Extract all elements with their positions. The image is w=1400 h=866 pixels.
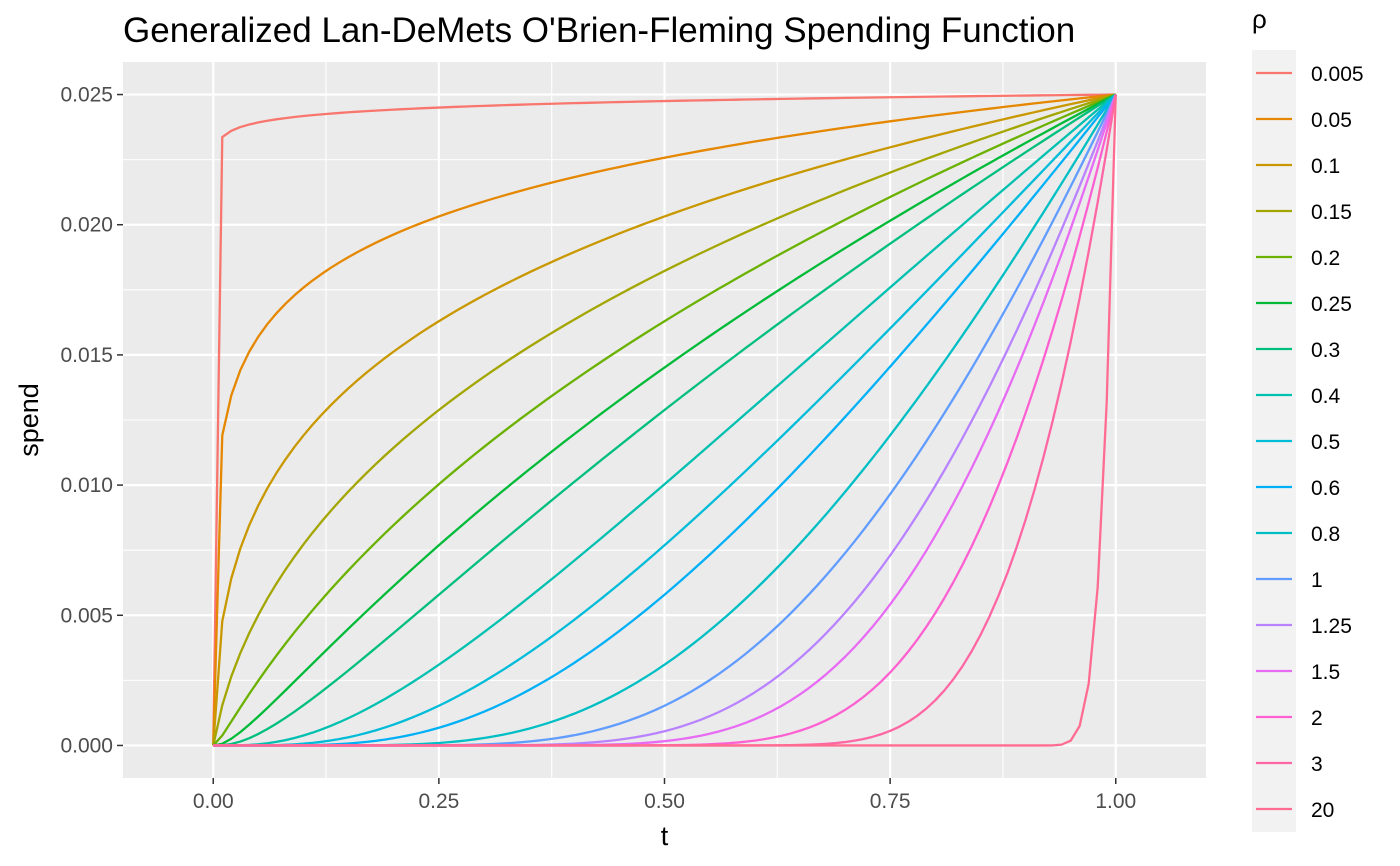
y-axis-title: spend (14, 383, 44, 457)
legend-title: ρ (1252, 4, 1267, 34)
legend-label: 0.5 (1311, 431, 1340, 454)
series-line-0_2 (212, 93, 1117, 747)
y-tick-label: 0.020 (60, 214, 113, 237)
series-line-0_005 (212, 93, 1116, 746)
x-tick-label: 0.00 (193, 790, 234, 813)
series-line-20 (213, 94, 1117, 747)
series-line-0_4 (213, 93, 1117, 747)
y-tick-label: 0.005 (60, 604, 113, 627)
y-tick-label: 0.000 (60, 734, 113, 757)
legend-label: 0.2 (1311, 247, 1340, 270)
x-tick-label: 0.25 (418, 790, 459, 813)
x-axis-title: t (661, 821, 669, 851)
legend-label: 0.8 (1311, 523, 1340, 546)
series-line-0_15 (212, 93, 1117, 746)
legend-label: 0.15 (1311, 201, 1352, 224)
legend-label: 0.005 (1311, 63, 1364, 86)
series-line-0_3 (213, 93, 1117, 747)
legend-label: 20 (1311, 799, 1334, 822)
chart-title: Generalized Lan-DeMets O'Brien-Fleming S… (123, 11, 1075, 50)
series-line-0_6 (213, 93, 1117, 747)
legend-label: 1 (1311, 569, 1323, 592)
series-line-0_05 (212, 93, 1116, 746)
legend-label: 1.5 (1311, 661, 1340, 684)
legend-label: 2 (1311, 707, 1323, 730)
series-lines (212, 93, 1117, 747)
y-tick-label: 0.025 (60, 84, 113, 107)
legend-label: 0.3 (1311, 339, 1340, 362)
y-axis: 0.000 0.005 0.010 0.015 0.020 0.025 (60, 84, 123, 757)
y-tick-label: 0.010 (60, 474, 113, 497)
x-tick-label: 1.00 (1095, 790, 1136, 813)
y-tick-label: 0.015 (60, 344, 113, 367)
series-line-0_5 (213, 93, 1117, 747)
x-tick-label: 0.50 (644, 790, 685, 813)
legend-label: 0.25 (1311, 293, 1352, 316)
series-line-0_1 (212, 93, 1116, 746)
legend-label: 0.1 (1311, 155, 1340, 178)
x-axis: 0.00 0.25 0.50 0.75 1.00 (193, 778, 1136, 813)
legend-label: 3 (1311, 753, 1323, 776)
legend-label: 1.25 (1311, 615, 1352, 638)
legend: ρ 0.005 0.05 0.1 0.15 0.2 0.25 0.3 0.4 0.5 0.6 0.8… (1252, 4, 1364, 832)
series-line-0_25 (213, 93, 1117, 747)
legend-label: 0.6 (1311, 477, 1340, 500)
legend-label: 0.4 (1311, 385, 1341, 408)
legend-label: 0.05 (1311, 109, 1352, 132)
x-tick-label: 0.75 (870, 790, 911, 813)
